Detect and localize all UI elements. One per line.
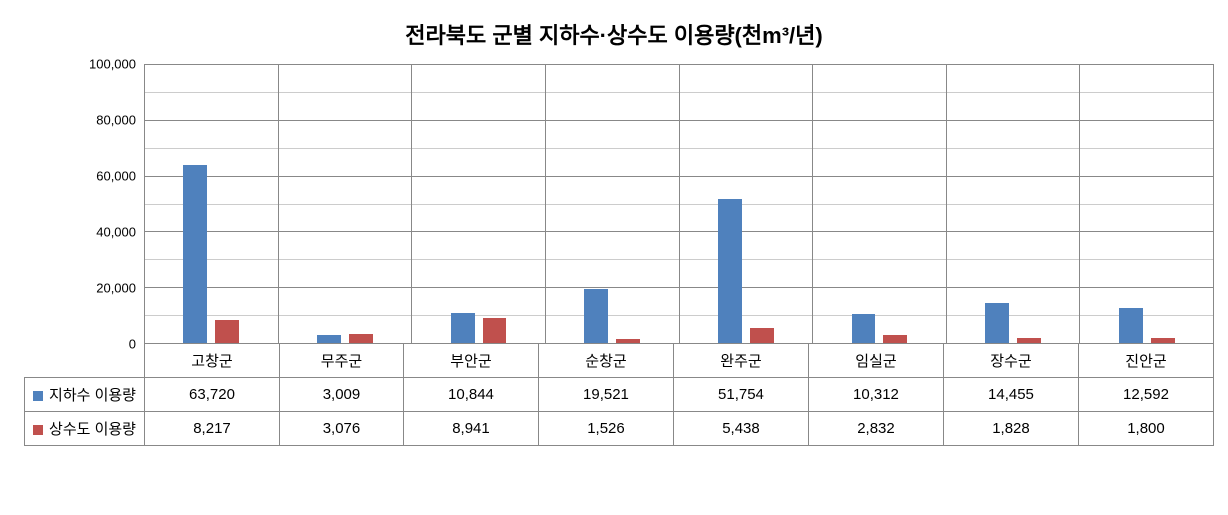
bar-series-0 bbox=[1119, 308, 1143, 343]
bar-series-1 bbox=[883, 335, 907, 343]
category-label: 장수군 bbox=[943, 344, 1078, 378]
series-row-1: 상수도 이용량 8,2173,0768,9411,5265,4382,8321,… bbox=[25, 412, 1214, 446]
value-cell: 12,592 bbox=[1078, 378, 1213, 412]
series-name-1: 상수도 이용량 bbox=[49, 421, 136, 438]
swatch-0 bbox=[33, 391, 43, 401]
bar-series-0 bbox=[317, 335, 341, 343]
value-cell: 63,720 bbox=[145, 378, 280, 412]
bar-series-0 bbox=[584, 289, 608, 343]
category-column bbox=[412, 64, 546, 343]
bar-series-0 bbox=[183, 165, 207, 343]
category-column bbox=[947, 64, 1081, 343]
category-label: 고창군 bbox=[145, 344, 280, 378]
bar-series-1 bbox=[616, 339, 640, 343]
y-tick-label: 80,000 bbox=[96, 113, 136, 128]
value-cell: 1,828 bbox=[943, 412, 1078, 446]
category-label: 순창군 bbox=[538, 344, 673, 378]
value-cell: 19,521 bbox=[538, 378, 673, 412]
swatch-1 bbox=[33, 425, 43, 435]
series-label-0: 지하수 이용량 bbox=[25, 378, 145, 412]
y-tick-label: 40,000 bbox=[96, 225, 136, 240]
bar-series-1 bbox=[215, 320, 239, 343]
value-cell: 5,438 bbox=[673, 412, 808, 446]
value-cell: 10,844 bbox=[403, 378, 538, 412]
category-column bbox=[680, 64, 814, 343]
value-cell: 1,526 bbox=[538, 412, 673, 446]
bar-columns bbox=[145, 64, 1214, 343]
chart-container: 전라북도 군별 지하수·상수도 이용량(천m³/년) 0 20,000 40,000… bbox=[14, 18, 1214, 446]
category-label: 부안군 bbox=[403, 344, 538, 378]
y-tick-label: 0 bbox=[129, 337, 136, 352]
value-cell: 3,009 bbox=[280, 378, 404, 412]
bar-series-1 bbox=[349, 334, 373, 343]
y-tick-label: 60,000 bbox=[96, 169, 136, 184]
value-cell: 3,076 bbox=[280, 412, 404, 446]
bar-series-0 bbox=[985, 303, 1009, 343]
category-label: 완주군 bbox=[673, 344, 808, 378]
bar-series-1 bbox=[1151, 338, 1175, 343]
bar-series-0 bbox=[718, 199, 742, 343]
value-cell: 2,832 bbox=[808, 412, 943, 446]
series-label-1: 상수도 이용량 bbox=[25, 412, 145, 446]
series-row-0: 지하수 이용량 63,7203,00910,84419,52151,75410,… bbox=[25, 378, 1214, 412]
bar-series-0 bbox=[451, 313, 475, 343]
category-column bbox=[813, 64, 947, 343]
bar-series-1 bbox=[483, 318, 507, 343]
bar-series-0 bbox=[852, 314, 876, 343]
category-column bbox=[546, 64, 680, 343]
value-cell: 8,941 bbox=[403, 412, 538, 446]
category-label: 무주군 bbox=[280, 344, 404, 378]
category-column bbox=[1080, 64, 1214, 343]
series-name-0: 지하수 이용량 bbox=[49, 387, 136, 404]
category-label: 임실군 bbox=[808, 344, 943, 378]
bar-series-1 bbox=[750, 328, 774, 343]
plot-area bbox=[144, 64, 1214, 344]
category-column bbox=[279, 64, 413, 343]
category-row: 고창군무주군부안군순창군완주군임실군장수군진안군 bbox=[25, 344, 1214, 378]
value-cell: 14,455 bbox=[943, 378, 1078, 412]
chart-title: 전라북도 군별 지하수·상수도 이용량(천m³/년) bbox=[14, 18, 1214, 50]
spacer-cell bbox=[25, 344, 145, 378]
category-label: 진안군 bbox=[1078, 344, 1213, 378]
y-axis: 020,00040,00060,00080,000100,000 bbox=[14, 64, 144, 344]
data-table: 고창군무주군부안군순창군완주군임실군장수군진안군 지하수 이용량 63,7203… bbox=[24, 344, 1214, 446]
y-tick-label: 100,000 bbox=[89, 57, 136, 72]
category-column bbox=[145, 64, 279, 343]
value-cell: 1,800 bbox=[1078, 412, 1213, 446]
y-tick-label: 20,000 bbox=[96, 281, 136, 296]
plot-region: 020,00040,00060,00080,000100,000 bbox=[14, 64, 1214, 344]
value-cell: 51,754 bbox=[673, 378, 808, 412]
value-cell: 10,312 bbox=[808, 378, 943, 412]
value-cell: 8,217 bbox=[145, 412, 280, 446]
bar-series-1 bbox=[1017, 338, 1041, 343]
